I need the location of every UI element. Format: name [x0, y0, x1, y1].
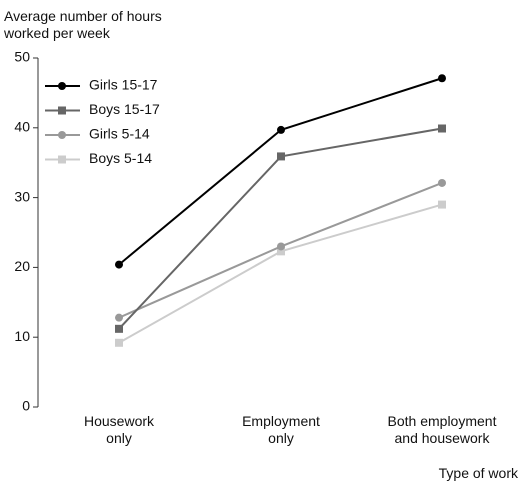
point — [115, 324, 123, 333]
point — [438, 178, 446, 187]
legend-marker — [58, 155, 66, 164]
point — [438, 74, 446, 83]
legend-label: Boys 15-17 — [89, 101, 160, 117]
legend-label: Girls 5-14 — [89, 126, 150, 142]
y-axis-label: Average number of hours worked per week — [4, 8, 162, 41]
x-tick-label: Employment only — [242, 413, 320, 446]
series-line — [118, 77, 443, 266]
legend-marker — [58, 106, 66, 115]
y-tick-label: 30 — [14, 188, 30, 204]
y-tick-label: 50 — [14, 49, 30, 65]
point — [277, 152, 285, 161]
legend-marker — [58, 82, 66, 90]
legend-marker — [58, 131, 66, 139]
x-tick-label: Housework only — [83, 413, 155, 446]
point — [115, 313, 123, 322]
y-tick-label: 20 — [14, 258, 30, 274]
point — [277, 242, 285, 251]
point — [115, 338, 123, 347]
point — [115, 260, 123, 269]
point — [277, 125, 285, 134]
legend-label: Boys 5-14 — [89, 150, 152, 166]
y-tick-label: 40 — [14, 119, 30, 135]
legend-label: Girls 15-17 — [89, 77, 158, 93]
y-tick-label: 0 — [22, 398, 30, 414]
point — [438, 200, 446, 209]
y-tick-label: 10 — [14, 328, 30, 344]
x-tick-label: Both employment and housework — [387, 413, 497, 446]
point — [438, 124, 446, 133]
point — [277, 247, 285, 256]
x-axis-label: Type of work — [438, 465, 518, 481]
